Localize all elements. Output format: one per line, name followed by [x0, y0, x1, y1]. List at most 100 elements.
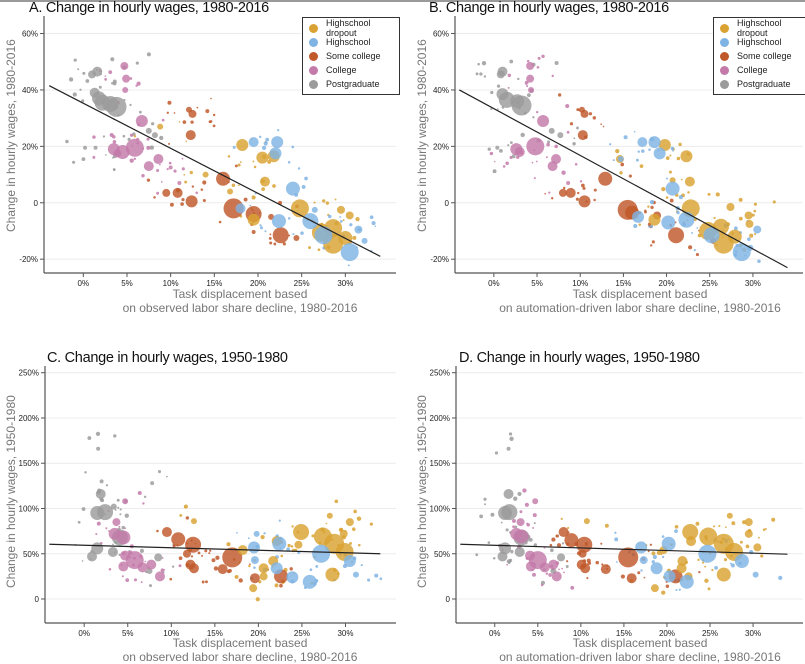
- scatter-point-small: [579, 180, 583, 183]
- scatter-point-small: [166, 111, 169, 114]
- scatter-point-small: [643, 576, 646, 579]
- scatter-point-small: [778, 575, 783, 580]
- x-tick-label: 5%: [122, 629, 134, 638]
- scatter-point: [157, 123, 164, 130]
- scatter-point-small: [601, 563, 604, 566]
- scatter-point: [703, 227, 720, 244]
- scatter-point-small: [351, 527, 356, 531]
- scatter-point-small: [159, 163, 161, 166]
- scatter-point: [188, 109, 197, 118]
- scatter-point-small: [274, 583, 279, 588]
- legend-marker: [720, 51, 729, 61]
- scatter-point: [698, 544, 717, 563]
- scatter-point-small: [602, 125, 605, 128]
- scatter-point-small: [561, 567, 564, 570]
- scatter-point-small: [264, 230, 267, 233]
- scatter-point-small: [355, 216, 360, 222]
- scatter-point: [120, 61, 129, 70]
- scatter-point-small: [160, 568, 165, 572]
- scatter-point-small: [609, 143, 612, 146]
- scatter-point-small: [546, 142, 550, 147]
- scatter-point-small: [325, 522, 328, 525]
- scatter-point-small: [353, 509, 357, 514]
- scatter-point-small: [178, 556, 183, 561]
- scatter-point-small: [674, 529, 678, 534]
- scatter-point-small: [169, 577, 173, 581]
- x-tick-label: 30%: [337, 279, 353, 288]
- scatter-point-small: [133, 578, 137, 582]
- scatter-point-small: [507, 560, 511, 564]
- scatter-point-small: [258, 135, 262, 139]
- scatter-point-small: [182, 120, 187, 124]
- scatter-point-small: [762, 528, 766, 531]
- scatter-point-small: [479, 72, 483, 76]
- scatter-point-small: [239, 161, 242, 164]
- x-tick-label: 0%: [78, 279, 90, 288]
- scatter-point-small: [146, 178, 151, 182]
- scatter-point-small: [209, 549, 212, 552]
- scatter-point-small: [108, 70, 113, 75]
- scatter-point-small: [672, 150, 674, 152]
- scatter-point-small: [574, 162, 578, 166]
- scatter-point-small: [201, 554, 204, 557]
- scatter-point: [514, 546, 525, 557]
- scatter-point: [734, 553, 749, 568]
- scatter-point: [686, 536, 697, 547]
- scatter-point: [302, 213, 319, 230]
- scatter-point-small: [195, 191, 198, 195]
- scatter-point-small: [136, 81, 141, 86]
- scatter-point-small: [260, 534, 265, 540]
- scatter-point-small: [764, 528, 767, 530]
- scatter-point-small: [287, 543, 291, 548]
- scatter-point-small: [551, 537, 556, 542]
- scatter-point-small: [649, 200, 655, 205]
- scatter-point: [96, 446, 101, 451]
- scatter-point-small: [641, 149, 645, 153]
- scatter-point-small: [533, 177, 536, 180]
- scatter-point: [202, 171, 209, 178]
- scatter-point-small: [593, 198, 596, 202]
- scatter-point-small: [139, 548, 145, 553]
- scatter-point: [537, 114, 550, 127]
- scatter-point-small: [234, 164, 238, 168]
- scatter-point: [271, 214, 286, 229]
- scatter-point: [99, 479, 104, 484]
- scatter-point-small: [669, 154, 672, 157]
- x-tick-label: 15%: [207, 629, 223, 638]
- scatter-point-small: [647, 205, 650, 208]
- scatter-point-small: [232, 145, 236, 149]
- scatter-point: [650, 584, 659, 593]
- scatter-point: [88, 70, 97, 79]
- scatter-point-small: [526, 93, 531, 98]
- scatter-point-small: [190, 120, 194, 124]
- scatter-point-small: [507, 86, 510, 89]
- x-tick-label: 0%: [78, 629, 90, 638]
- scatter-point-small: [566, 560, 569, 563]
- scatter-point-small: [261, 187, 266, 192]
- scatter-point-small: [153, 196, 156, 199]
- y-tick-label: 50%: [23, 550, 39, 559]
- scatter-point-small: [291, 145, 295, 149]
- scatter-point-small: [500, 521, 503, 524]
- legend-item-college: College: [720, 63, 804, 77]
- scatter-point-small: [190, 555, 194, 558]
- scatter-point-small: [317, 248, 321, 252]
- scatter-point-small: [566, 130, 570, 134]
- legend-item-some-college: Some college: [720, 49, 804, 63]
- scatter-plot: -20% 0 20% 40% 60% 0% 5% 10% 15% 20% 25% 30%: [19, 16, 396, 288]
- scatter-point: [726, 203, 735, 211]
- scatter-point-small: [200, 188, 204, 191]
- scatter-point-small: [73, 58, 77, 62]
- scatter-point: [272, 536, 287, 551]
- scatter-point: [648, 213, 661, 226]
- scatter-point-small: [507, 73, 512, 78]
- y-tick-label: -20%: [430, 255, 449, 264]
- scatter-point-small: [181, 157, 184, 160]
- x-tick-label: 15%: [616, 629, 632, 638]
- legend-item-highschool-dropout: Highschool dropout: [309, 18, 393, 38]
- scatter-point-small: [714, 566, 718, 570]
- scatter-point: [600, 564, 611, 575]
- scatter-point-small: [633, 130, 636, 133]
- scatter-point-small: [545, 572, 549, 575]
- scatter-point-small: [169, 202, 174, 207]
